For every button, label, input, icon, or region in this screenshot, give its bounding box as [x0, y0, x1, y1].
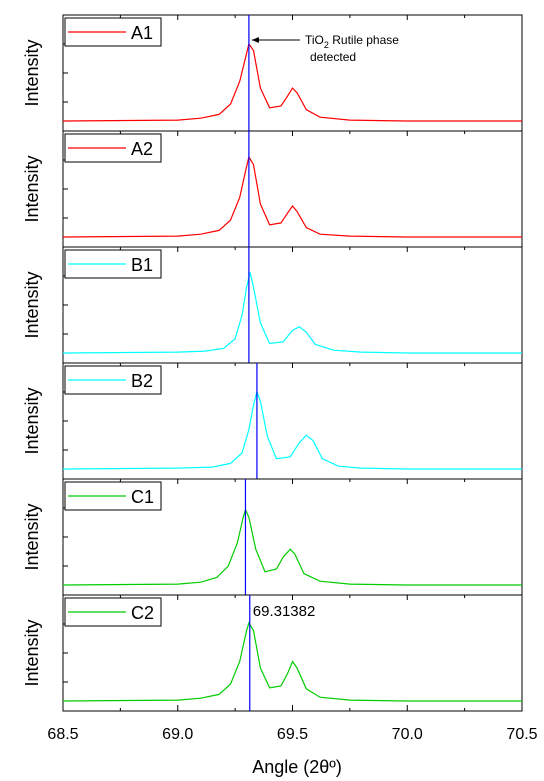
- panel-b2: B2 Intensity: [22, 362, 523, 480]
- y-axis-label: Intensity: [22, 387, 42, 454]
- x-axis-title: Angle (2θº): [252, 757, 342, 777]
- panel-c1: C1 Intensity: [22, 478, 523, 596]
- peak-value-label: 69.31382: [253, 603, 316, 620]
- y-axis-label: Intensity: [22, 619, 42, 686]
- series-line-a1: [62, 42, 522, 122]
- annotation-line2: detected: [310, 50, 356, 64]
- legend-c2: C2: [64, 597, 162, 627]
- series-line-c2: [62, 621, 522, 702]
- series-line-b1: [62, 272, 522, 354]
- legend-label: C1: [131, 487, 154, 507]
- panels: A1 Intensity A2 Intensity B1 Intensity B2 Inten…: [22, 14, 523, 712]
- x-tick-label: 70.5: [506, 726, 537, 743]
- annotation-tail: Rutile phase: [329, 33, 399, 47]
- legend-label: B1: [131, 255, 153, 275]
- legend-label: A2: [131, 139, 153, 159]
- y-axis-label: Intensity: [22, 503, 42, 570]
- legend-label: A1: [131, 23, 153, 43]
- series-line-a2: [62, 155, 522, 238]
- panel-a1: A1 Intensity: [22, 14, 523, 132]
- x-tick-label: 69.5: [277, 726, 308, 743]
- x-axis: 68.5 69.0 69.5 70.0 70.5: [47, 705, 538, 743]
- series-line-b2: [62, 389, 522, 470]
- legend-label: B2: [131, 371, 153, 391]
- y-axis-label: Intensity: [22, 39, 42, 106]
- legend-b1: B1: [64, 249, 162, 279]
- annotation-line1: TiO2 Rutile phase: [305, 33, 399, 50]
- legend-c1: C1: [64, 481, 162, 511]
- legend-label: C2: [131, 603, 154, 623]
- panel-a2: A2 Intensity: [22, 130, 523, 248]
- panel-b1: B1 Intensity: [22, 246, 523, 364]
- x-tick-label: 70.0: [392, 726, 423, 743]
- legend-a1: A1: [64, 17, 162, 47]
- panel-c2: C2 Intensity 69.31382: [22, 594, 523, 712]
- annotation-sub: 2: [324, 40, 329, 50]
- series-line-c1: [62, 508, 522, 586]
- x-tick-label: 69.0: [162, 726, 193, 743]
- x-tick-label: 68.5: [47, 726, 78, 743]
- y-axis-label: Intensity: [22, 155, 42, 222]
- annotation-arrow-head: [251, 37, 259, 43]
- y-axis-label: Intensity: [22, 271, 42, 338]
- legend-a2: A2: [64, 133, 162, 163]
- legend-b2: B2: [64, 365, 162, 395]
- annotation-main: TiO: [305, 33, 324, 47]
